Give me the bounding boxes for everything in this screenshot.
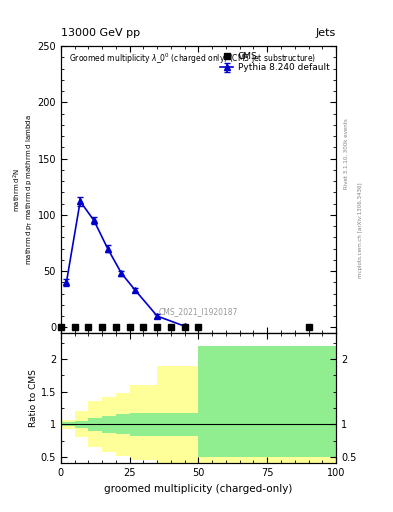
Y-axis label: Ratio to CMS: Ratio to CMS bbox=[29, 369, 38, 427]
Text: Groomed multiplicity $\lambda\_0^0$ (charged only) (CMS jet substructure): Groomed multiplicity $\lambda\_0^0$ (cha… bbox=[69, 52, 316, 66]
CMS bbox=[114, 324, 118, 330]
Text: CMS_2021_I1920187: CMS_2021_I1920187 bbox=[159, 307, 238, 316]
Y-axis label: $\mathrm{mathrm\;d}^2\mathrm{N}$
$\mathrm{mathrm\;d\,p_T\;mathrm\;d\,p\;mathrm\;: $\mathrm{mathrm\;d}^2\mathrm{N}$ $\mathr… bbox=[12, 114, 35, 265]
CMS bbox=[141, 324, 146, 330]
CMS bbox=[127, 324, 132, 330]
Text: Rivet 3.1.10, 300k events: Rivet 3.1.10, 300k events bbox=[344, 118, 349, 189]
CMS bbox=[169, 324, 173, 330]
Text: Jets: Jets bbox=[316, 28, 336, 38]
Line: CMS: CMS bbox=[58, 324, 311, 330]
Text: mcplots.cern.ch [arXiv:1306.3436]: mcplots.cern.ch [arXiv:1306.3436] bbox=[358, 183, 363, 278]
CMS bbox=[155, 324, 160, 330]
Legend: CMS, Pythia 8.240 default: CMS, Pythia 8.240 default bbox=[218, 51, 332, 74]
CMS bbox=[196, 324, 201, 330]
CMS bbox=[72, 324, 77, 330]
CMS bbox=[182, 324, 187, 330]
CMS bbox=[306, 324, 311, 330]
X-axis label: groomed multiplicity (charged-only): groomed multiplicity (charged-only) bbox=[104, 484, 293, 494]
Text: 13000 GeV pp: 13000 GeV pp bbox=[61, 28, 140, 38]
CMS bbox=[100, 324, 105, 330]
CMS bbox=[86, 324, 91, 330]
CMS bbox=[59, 324, 63, 330]
